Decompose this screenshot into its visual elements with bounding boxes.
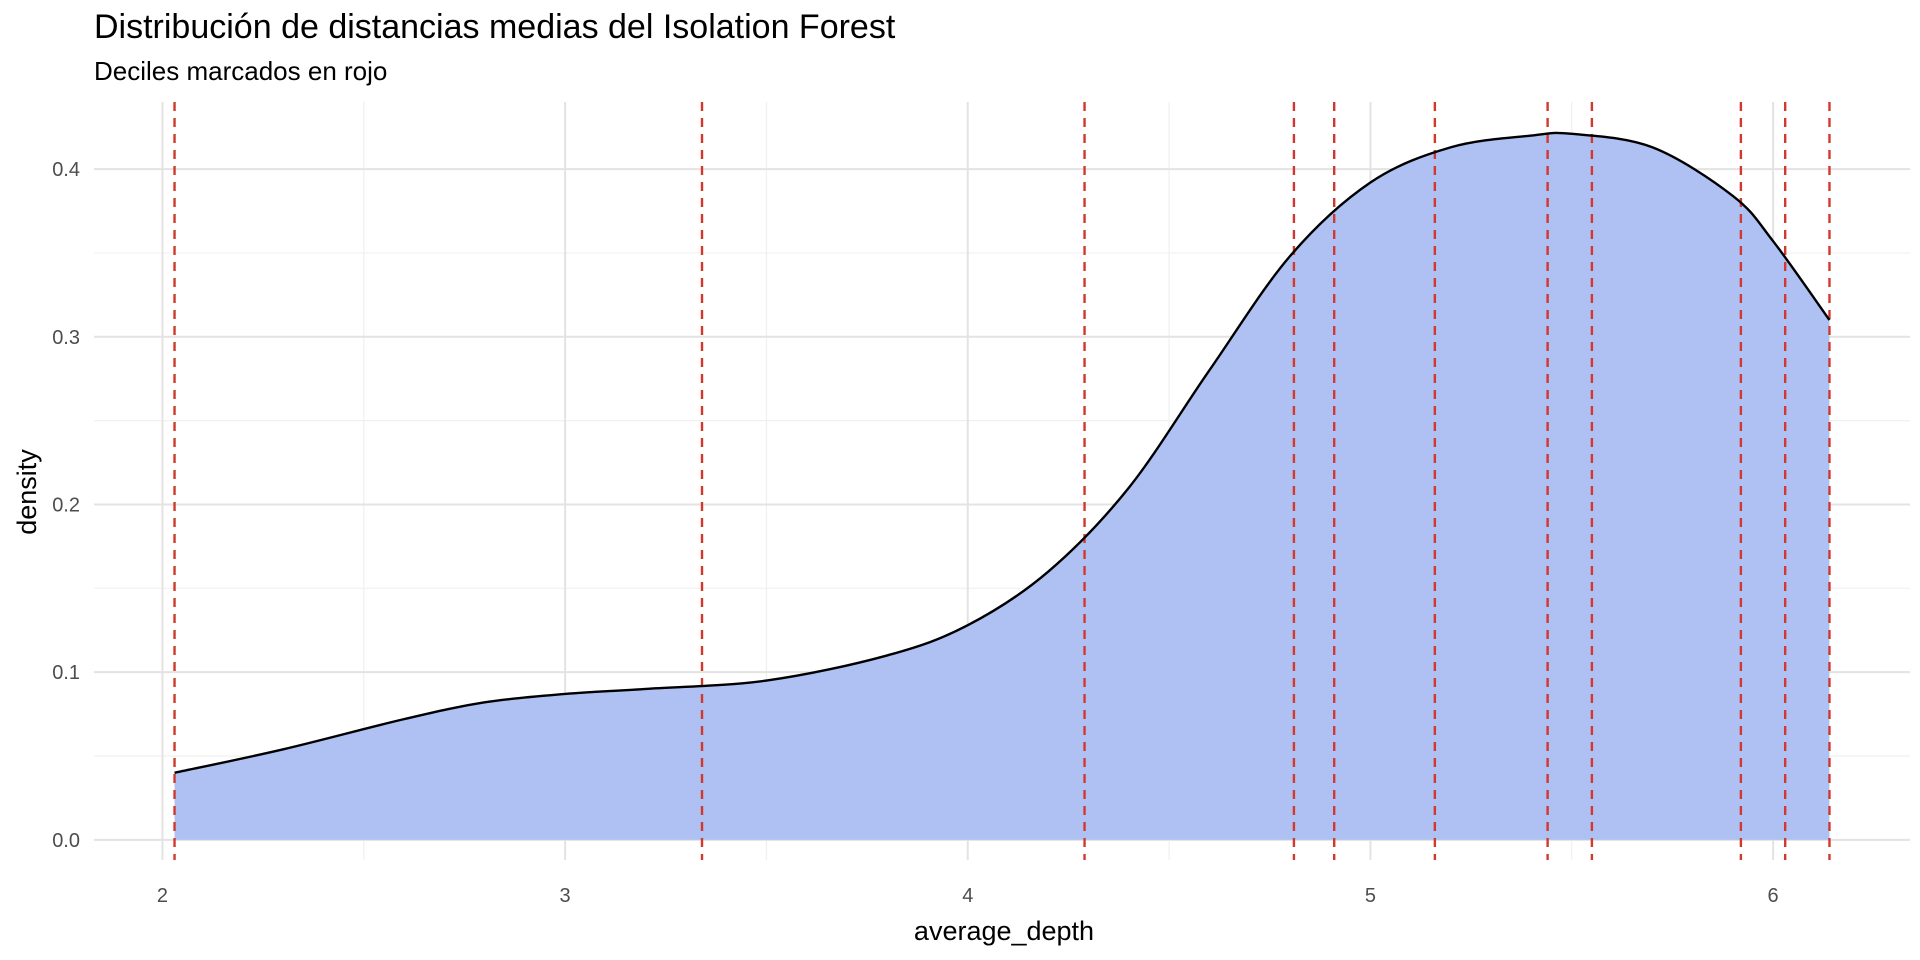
x-axis-label: average_depth [914, 916, 1094, 946]
y-tick-label: 0.3 [52, 327, 80, 349]
density-area [174, 132, 1830, 840]
x-tick-label: 4 [962, 885, 973, 907]
x-tick-label: 3 [560, 885, 571, 907]
x-axis-ticks: 2 3 4 5 6 [157, 885, 1779, 907]
y-tick-label: 0.1 [52, 662, 80, 684]
y-axis-label: density [12, 449, 42, 535]
y-tick-label: 0.4 [52, 159, 80, 181]
y-tick-label: 0.2 [52, 494, 80, 516]
y-tick-label: 0.0 [52, 830, 80, 852]
x-tick-label: 2 [157, 885, 168, 907]
density-curve [174, 131, 1831, 774]
x-tick-label: 6 [1768, 885, 1779, 907]
decile-lines [173, 102, 1831, 860]
chart-title: Distribución de distancias medias del Is… [94, 8, 896, 46]
x-tick-label: 5 [1365, 885, 1376, 907]
y-axis-ticks: 0.0 0.1 0.2 0.3 0.4 [52, 159, 80, 852]
chart-subtitle: Deciles marcados en rojo [94, 56, 388, 86]
